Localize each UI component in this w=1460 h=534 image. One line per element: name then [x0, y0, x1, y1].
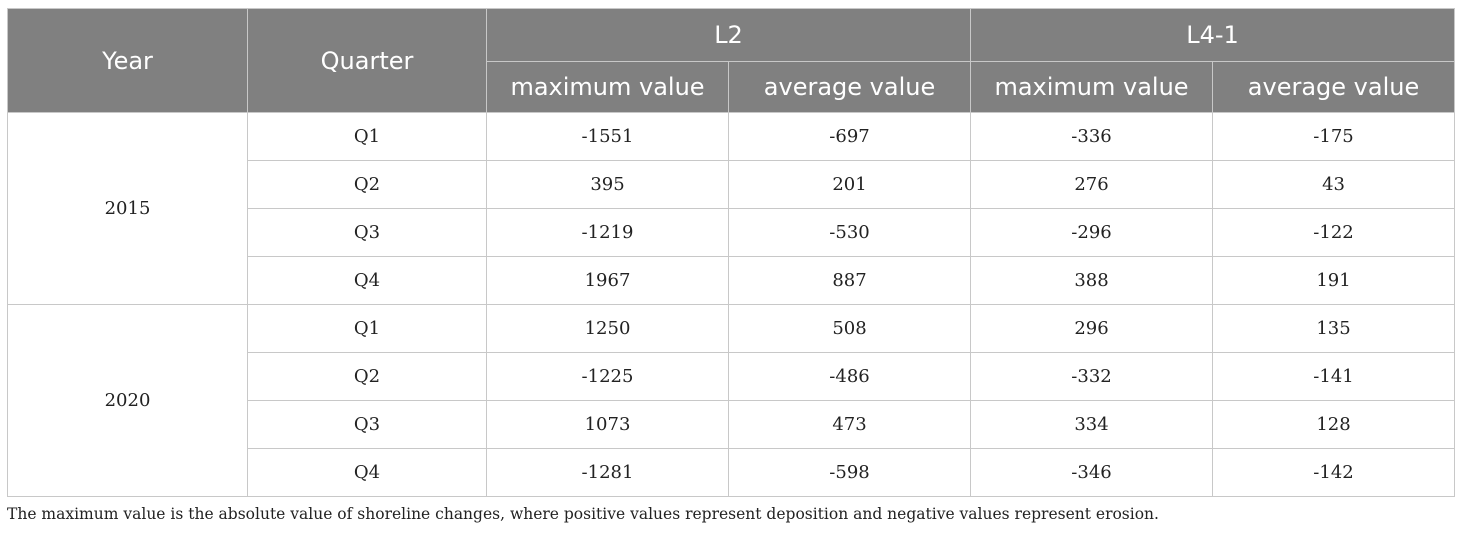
quarter-cell: Q1: [247, 304, 487, 353]
table-row: Q2 395 201 276 43: [8, 160, 1456, 209]
table-row: Q2 -1225 -486 -332 -141: [8, 352, 1456, 401]
l2-avg-cell: -697: [727, 112, 972, 161]
quarter-cell: Q3: [247, 208, 487, 257]
table-container: Year Quarter L2 L4-1 maximum value avera…: [7, 8, 1456, 497]
quarter-cell: Q4: [247, 448, 487, 497]
l4-1-max-cell: 276: [970, 160, 1214, 209]
table-row: Q4 1967 887 388 191: [8, 256, 1456, 305]
l4-1-max-cell: -336: [970, 112, 1214, 161]
table-row: Q3 -1219 -530 -296 -122: [8, 208, 1456, 257]
l4-1-avg-cell: 128: [1212, 400, 1456, 449]
l4-1-max-cell: 334: [970, 400, 1214, 449]
l2-max-cell: 395: [486, 160, 729, 209]
l4-1-avg-cell: 43: [1212, 160, 1456, 209]
l2-avg-cell: -598: [727, 448, 972, 497]
header-l2-average: average value: [727, 61, 972, 113]
l4-1-avg-cell: -175: [1212, 112, 1456, 161]
l2-avg-cell: 508: [727, 304, 972, 353]
header-l4-1-average: average value: [1212, 61, 1456, 113]
l2-max-cell: -1219: [486, 208, 729, 257]
quarter-cell: Q2: [247, 160, 487, 209]
l4-1-max-cell: 296: [970, 304, 1214, 353]
shoreline-change-table: Year Quarter L2 L4-1 maximum value avera…: [7, 8, 1456, 497]
l2-avg-cell: -486: [727, 352, 972, 401]
l2-max-cell: 1073: [486, 400, 729, 449]
header-group-l2: L2: [485, 8, 972, 62]
l2-avg-cell: 473: [727, 400, 972, 449]
l4-1-max-cell: -332: [970, 352, 1214, 401]
table-row: Q3 1073 473 334 128: [8, 400, 1456, 449]
quarter-cell: Q2: [247, 352, 487, 401]
quarter-cell: Q1: [247, 112, 487, 161]
table-footnote: The maximum value is the absolute value …: [7, 505, 1159, 523]
l4-1-max-cell: -346: [970, 448, 1214, 497]
header-l2-maximum: maximum value: [486, 61, 729, 113]
l2-max-cell: 1250: [486, 304, 729, 353]
quarter-cell: Q4: [247, 256, 487, 305]
l4-1-avg-cell: -141: [1212, 352, 1456, 401]
l4-1-avg-cell: 135: [1212, 304, 1456, 353]
header-l4-1-maximum: maximum value: [970, 61, 1214, 113]
l2-max-cell: -1281: [486, 448, 729, 497]
year-cell: 2020: [7, 304, 248, 497]
header-quarter: Quarter: [247, 8, 487, 113]
table-row: 2015 Q1 -1551 -697 -336 -175: [7, 112, 1456, 305]
l4-1-avg-cell: -122: [1212, 208, 1456, 257]
table-row: Q4 -1281 -598 -346 -142: [8, 448, 1456, 497]
l2-max-cell: -1225: [486, 352, 729, 401]
l4-1-max-cell: 388: [970, 256, 1214, 305]
l4-1-avg-cell: 191: [1212, 256, 1456, 305]
header-group-l4-1: L4-1: [970, 8, 1456, 62]
quarter-cell: Q3: [247, 400, 487, 449]
l4-1-avg-cell: -142: [1212, 448, 1456, 497]
l4-1-max-cell: -296: [970, 208, 1214, 257]
l2-avg-cell: 887: [727, 256, 972, 305]
table-row: 2020 Q1 1250 508 296 135: [7, 304, 1456, 497]
header-year: Year: [7, 8, 248, 113]
l2-max-cell: 1967: [486, 256, 729, 305]
l2-max-cell: -1551: [486, 112, 729, 161]
year-cell: 2015: [7, 112, 248, 305]
l2-avg-cell: 201: [727, 160, 972, 209]
l2-avg-cell: -530: [727, 208, 972, 257]
